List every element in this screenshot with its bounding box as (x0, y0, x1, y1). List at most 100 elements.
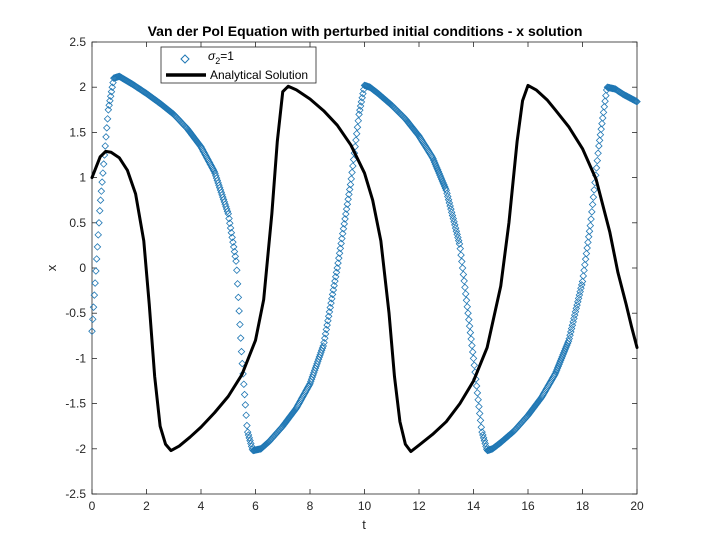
plot-area (91, 41, 638, 495)
data-point-sigma (310, 366, 319, 375)
data-point-sigma (341, 215, 349, 223)
data-point-sigma (465, 322, 474, 330)
data-point-sigma (440, 182, 449, 191)
y-tick-label: -0.5 (65, 306, 86, 320)
y-axis-label: x (44, 264, 59, 271)
data-point-sigma (238, 359, 247, 368)
data-point-sigma (356, 102, 365, 110)
data-point-sigma (578, 277, 587, 286)
data-point-sigma (600, 103, 609, 111)
data-point-sigma (227, 228, 236, 237)
data-point-sigma (431, 160, 440, 168)
data-point-sigma (588, 208, 596, 216)
data-point-sigma (444, 195, 453, 204)
y-tick-label: 0.5 (69, 216, 86, 230)
data-point-sigma (593, 156, 602, 165)
data-point-sigma (352, 136, 360, 144)
data-point-sigma (442, 186, 451, 195)
data-point-sigma (469, 354, 478, 363)
data-point-sigma (234, 293, 243, 302)
data-point-sigma (579, 272, 588, 280)
data-point-sigma (590, 186, 598, 194)
data-point-sigma (359, 89, 367, 98)
data-point-sigma (327, 299, 335, 307)
data-point-sigma (440, 180, 448, 189)
data-point-sigma (233, 266, 241, 275)
x-tick-label: 6 (252, 499, 259, 513)
data-point-sigma (345, 190, 353, 199)
chart-title: Van der Pol Equation with perturbed init… (148, 23, 583, 39)
data-point-sigma (244, 431, 253, 439)
data-point-sigma (460, 277, 468, 285)
data-point-sigma (479, 434, 488, 442)
data-point-sigma (93, 243, 102, 251)
data-point-sigma (90, 291, 99, 299)
data-point-sigma (239, 370, 247, 378)
data-point-sigma (479, 431, 487, 439)
data-point-sigma (240, 380, 248, 388)
data-point-sigma (92, 267, 100, 275)
data-point-sigma (101, 142, 110, 150)
data-point-sigma (323, 321, 331, 329)
data-point-sigma (352, 129, 361, 138)
data-point-sigma (599, 108, 608, 117)
data-point-sigma (474, 395, 482, 404)
series-markers (88, 72, 641, 455)
data-point-sigma (231, 252, 240, 261)
data-point-sigma (355, 110, 363, 119)
data-point-sigma (309, 371, 317, 379)
data-point-sigma (430, 156, 438, 165)
data-point-sigma (458, 264, 467, 272)
data-point-sigma (315, 353, 324, 361)
data-point-sigma (340, 220, 349, 228)
data-point-sigma (96, 196, 105, 204)
data-point-sigma (103, 115, 112, 123)
data-point-sigma (433, 166, 442, 174)
x-tick-label: 18 (576, 499, 590, 513)
data-point-sigma (583, 244, 591, 252)
data-point-sigma (99, 169, 107, 177)
series-line-group (90, 83, 639, 454)
data-point-sigma (314, 357, 322, 366)
data-point-sigma (353, 123, 362, 131)
data-point-sigma (312, 362, 320, 370)
data-point-sigma (595, 142, 603, 150)
data-point-sigma (459, 270, 468, 279)
data-point-sigma (428, 153, 437, 161)
data-point-sigma (107, 87, 116, 96)
data-point-sigma (330, 281, 338, 290)
data-point-sigma (480, 436, 489, 445)
data-point-sigma (306, 379, 314, 388)
data-point-sigma (247, 439, 255, 448)
data-point-sigma (449, 214, 458, 223)
data-point-sigma (451, 224, 460, 232)
data-point-sigma (602, 91, 610, 100)
data-point-sigma (245, 434, 254, 442)
data-point-sigma (456, 244, 465, 253)
data-point-sigma (437, 173, 445, 182)
data-point-sigma (109, 78, 117, 87)
data-point-sigma (232, 257, 240, 265)
data-point-sigma (338, 229, 347, 238)
data-point-sigma (342, 210, 350, 218)
data-point-sigma (585, 227, 594, 235)
y-tick-label: 2.5 (69, 35, 86, 49)
data-point-sigma (351, 142, 359, 151)
data-point-sigma (338, 234, 346, 243)
data-point-sigma (466, 328, 475, 337)
data-point-sigma (587, 215, 595, 223)
data-point-sigma (447, 208, 456, 217)
data-point-sigma (481, 439, 489, 448)
data-point-sigma (328, 294, 336, 303)
data-point-sigma (447, 205, 455, 213)
data-point-sigma (314, 355, 323, 364)
data-point-sigma (307, 377, 315, 386)
data-point-sigma (601, 97, 609, 105)
data-point-sigma (343, 200, 352, 208)
x-tick-label: 0 (89, 499, 96, 513)
data-point-sigma (328, 290, 337, 299)
data-point-sigma (457, 251, 465, 259)
data-point-sigma (209, 166, 218, 174)
data-point-sigma (89, 303, 98, 311)
